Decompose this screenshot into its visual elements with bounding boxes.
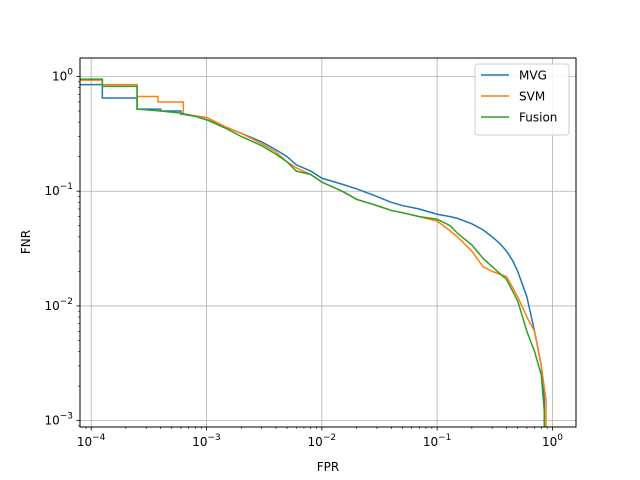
legend-label-svm: SVM (519, 90, 545, 104)
plot-frame (79, 57, 577, 428)
y-tick-label: 10−3 (44, 412, 73, 428)
grid (80, 58, 576, 427)
y-tick-label: 10−2 (44, 297, 73, 313)
y-axis-label: FNR (19, 230, 33, 254)
x-axis-label: FPR (317, 460, 339, 474)
y-tick-label: 100 (52, 68, 73, 84)
x-tick-label: 10−1 (423, 433, 452, 449)
series-layer (80, 78, 547, 427)
y-tick-label: 10−1 (44, 182, 73, 198)
x-tick-label: 10−4 (77, 433, 106, 449)
legend: MVG SVM Fusion (474, 63, 570, 136)
legend-label-mvg: MVG (519, 69, 547, 83)
x-tick-label: 100 (542, 433, 563, 449)
series-line-fusion (80, 78, 546, 427)
series-line-mvg (80, 83, 546, 427)
x-tick-label: 10−2 (308, 433, 337, 449)
legend-label-fusion: Fusion (519, 111, 557, 125)
x-tick-label: 10−3 (192, 433, 221, 449)
